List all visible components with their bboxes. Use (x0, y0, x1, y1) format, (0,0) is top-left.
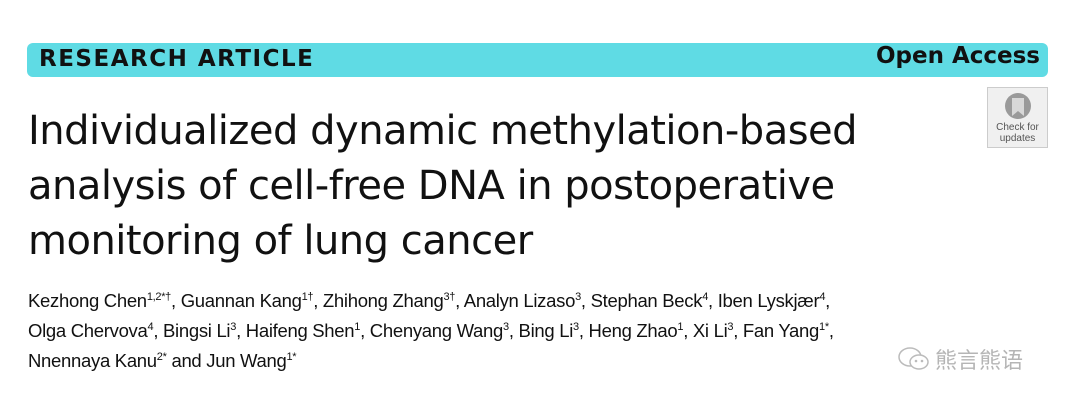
open-access-label: Open Access (875, 43, 1040, 69)
author-name[interactable]: Heng Zhao (588, 320, 678, 341)
author-separator: and (166, 350, 207, 371)
article-type-label: RESEARCH ARTICLE (39, 46, 315, 72)
bookmark-icon (1004, 93, 1031, 119)
author-affiliation-sup: 2* (156, 350, 167, 363)
author-affiliation-sup: 4 (702, 290, 709, 303)
author-separator: , (580, 290, 591, 311)
author-list: Kezhong Chen1,2*†, Guannan Kang1†, Zhiho… (28, 286, 1028, 376)
author-separator: , (455, 290, 464, 311)
author-affiliation-sup: 1 (354, 320, 361, 333)
author-name[interactable]: Stephan Beck (590, 290, 703, 311)
author-affiliation-sup: 1* (286, 350, 297, 363)
author-separator: , (360, 320, 370, 341)
updates-text: updates (999, 133, 1036, 144)
watermark: 熊言熊语 (897, 343, 1023, 375)
author-affiliation-sup: 3 (727, 320, 734, 333)
check-for-text: Check for (996, 122, 1039, 133)
author-name[interactable]: Analyn Lizaso (463, 290, 576, 311)
author-separator: , (708, 290, 718, 311)
author-separator: , (508, 320, 519, 341)
author-name[interactable]: Xi Li (692, 320, 728, 341)
author-separator: , (733, 320, 743, 341)
author-affiliation-sup: 4 (819, 290, 826, 303)
author-name[interactable]: Guannan Kang (180, 290, 302, 311)
author-name[interactable]: Jun Wang (206, 350, 287, 371)
author-affiliation-sup: 3 (230, 320, 237, 333)
author-separator: , (683, 320, 693, 341)
author-affiliation-sup: 1* (819, 320, 829, 333)
author-name[interactable]: Kezhong Chen (28, 290, 147, 311)
author-affiliation-sup: 3 (573, 320, 579, 333)
author-affiliation-sup: 1† (301, 290, 314, 303)
author-affiliation-sup: 1 (677, 320, 684, 333)
author-name[interactable]: Nnennaya Kanu (28, 350, 157, 371)
author-separator: , (825, 290, 835, 311)
wechat-icon (898, 347, 929, 370)
author-name[interactable]: Haifeng Shen (245, 320, 355, 341)
author-affiliation-sup: 1,2*† (146, 290, 172, 303)
author-name[interactable]: Iben Lyskjær (717, 290, 820, 311)
author-name[interactable]: Chenyang Wang (369, 320, 504, 341)
article-banner: RESEARCH ARTICLE Open Access (27, 43, 1048, 77)
author-separator: , (313, 290, 323, 311)
author-name[interactable]: Olga Chervova (28, 320, 148, 341)
watermark-text: 熊言熊语 (935, 349, 1024, 374)
author-separator: , (578, 320, 589, 341)
author-affiliation-sup: 4 (147, 320, 154, 333)
check-for-updates-button[interactable]: Check for updates (987, 87, 1048, 148)
author-affiliation-sup: 3 (575, 290, 581, 303)
author-separator: , (236, 320, 246, 341)
author-separator: , (153, 320, 164, 341)
author-name[interactable]: Fan Yang (742, 320, 820, 341)
author-affiliation-sup: 3† (443, 290, 456, 303)
author-name[interactable]: Bing Li (518, 320, 574, 341)
article-title: Individualized dynamic methylation-based… (28, 108, 858, 264)
author-separator: , (171, 290, 181, 311)
author-name[interactable]: Zhihong Zhang (322, 290, 444, 311)
author-separator: , (828, 320, 839, 341)
author-name[interactable]: Bingsi Li (163, 320, 231, 341)
author-affiliation-sup: 3 (503, 320, 509, 333)
